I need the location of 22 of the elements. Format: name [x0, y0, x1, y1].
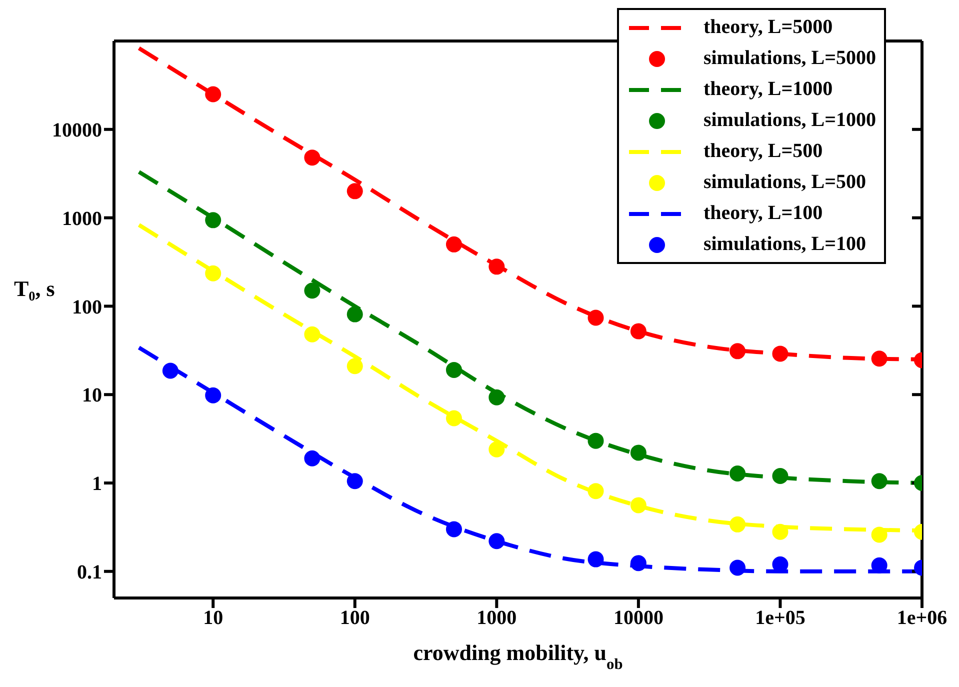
legend-label: theory, L=500: [703, 140, 823, 163]
y-tick-label: 1: [92, 473, 102, 496]
legend-label: simulations, L=500: [703, 171, 866, 194]
x-tick-label: 1000: [476, 607, 517, 630]
x-tick-label: 100: [340, 607, 370, 630]
legend-label: theory, L=100: [703, 202, 823, 225]
legend-label: theory, L=1000: [703, 78, 833, 101]
x-axis-title: crowding mobility, u$_{ob}$: [413, 640, 623, 672]
legend-label: simulations, L=100: [703, 233, 866, 256]
x-tick-label: 1e+06: [896, 607, 948, 630]
legend-label: simulations, L=1000: [703, 109, 876, 132]
y-tick-label: 10: [82, 384, 102, 407]
y-axis-title: T₀, s: [14, 276, 56, 301]
y-tick-label: 100: [72, 296, 102, 318]
y-tick-label: 0.1: [77, 561, 102, 584]
y-tick-label: 1000: [62, 208, 102, 230]
x-tick-label: 10: [203, 607, 224, 630]
legend-label: simulations, L=5000: [703, 47, 876, 70]
x-tick-label: 1e+05: [755, 607, 806, 630]
y-tick-label: 10000: [52, 120, 102, 142]
x-tick-label: 10000: [613, 607, 664, 630]
legend-label: theory, L=5000: [703, 16, 833, 39]
